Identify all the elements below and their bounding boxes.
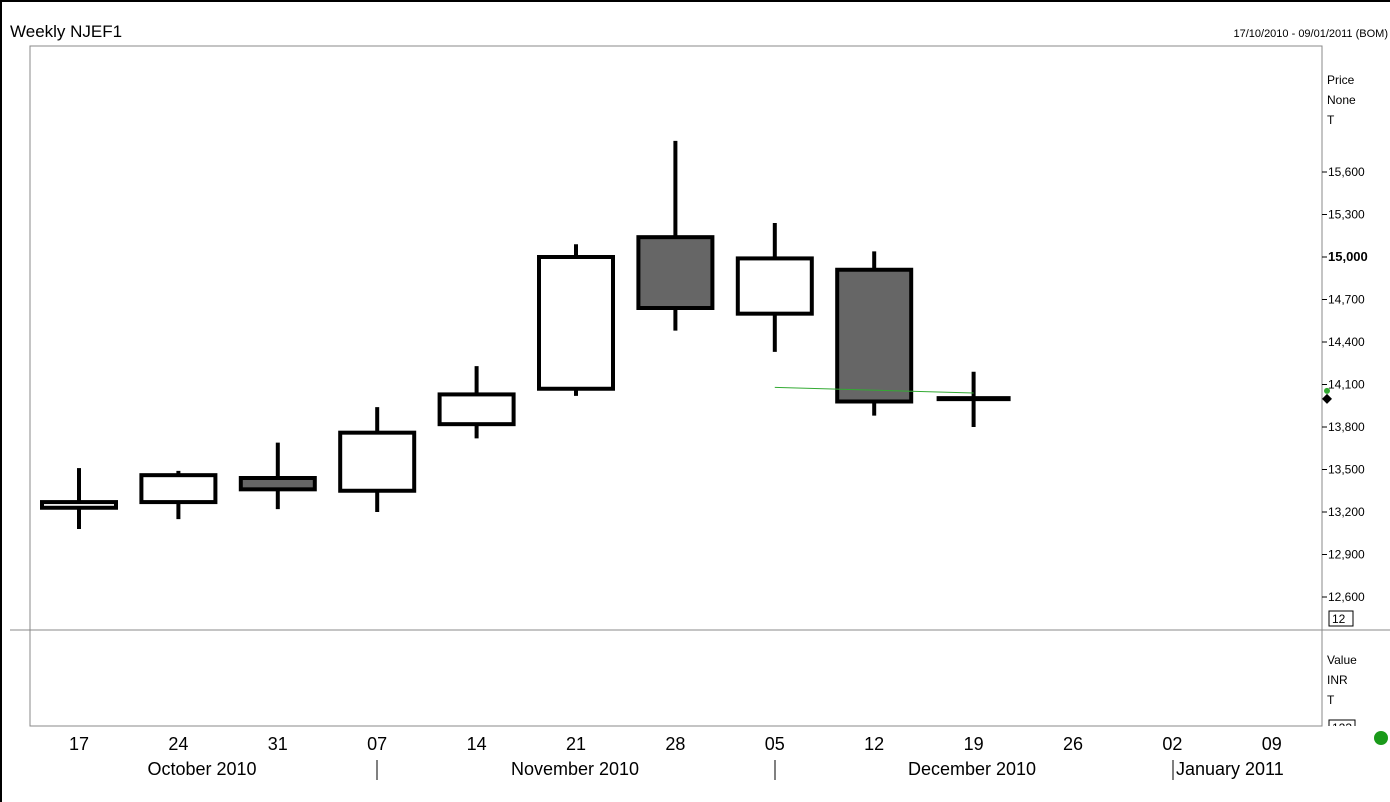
y-tick-label: 12,600 bbox=[1328, 590, 1365, 604]
y-tick-label: 13,500 bbox=[1328, 463, 1365, 477]
y-tick-label: 15,300 bbox=[1328, 208, 1365, 222]
y-tick-label: 14,400 bbox=[1328, 335, 1365, 349]
candle bbox=[139, 470, 218, 520]
x-tick-label: 05 bbox=[765, 734, 785, 754]
month-label: October 2010 bbox=[147, 759, 256, 779]
candle-body bbox=[636, 235, 715, 311]
candle bbox=[537, 244, 615, 396]
x-tick-label: 31 bbox=[268, 734, 288, 754]
y-tick-label: 15,600 bbox=[1328, 165, 1365, 179]
x-tick-label: 07 bbox=[367, 734, 387, 754]
x-tick-label: 14 bbox=[467, 734, 487, 754]
price-value-box bbox=[1328, 610, 1354, 627]
y-tick-label: 13,800 bbox=[1328, 420, 1365, 434]
candle bbox=[636, 140, 715, 331]
x-tick-label: 26 bbox=[1063, 734, 1083, 754]
value-value-box-text: 123 bbox=[1332, 721, 1352, 735]
candle-body bbox=[735, 256, 814, 316]
x-tick-label: 21 bbox=[566, 734, 586, 754]
candle-body bbox=[40, 500, 118, 510]
candle-body bbox=[238, 476, 317, 492]
y-tick-label: 13,200 bbox=[1328, 505, 1365, 519]
candle-body bbox=[437, 392, 516, 427]
month-label: November 2010 bbox=[511, 759, 639, 779]
side-labels: Price None T 12 Value INR T 123 bbox=[1327, 73, 1388, 745]
value-value-box bbox=[1328, 719, 1356, 726]
price-panel-label: None bbox=[1327, 93, 1356, 107]
date-range: 17/10/2010 - 09/01/2011 (BOM) bbox=[1233, 28, 1388, 40]
price-value-box-text: 12 bbox=[1332, 612, 1346, 626]
indicator-line bbox=[774, 386, 974, 394]
candle bbox=[238, 442, 317, 510]
month-label: December 2010 bbox=[908, 759, 1036, 779]
status-dot bbox=[1374, 731, 1388, 745]
x-tick-label: 12 bbox=[864, 734, 884, 754]
y-tick-label: 14,700 bbox=[1328, 293, 1365, 307]
candle-body bbox=[338, 430, 417, 493]
y-tick-label: 12,900 bbox=[1328, 548, 1365, 562]
x-tick-label: 17 bbox=[69, 734, 89, 754]
price-axis: 12,600 12,900 13,200 13,500 13,800 14,100 14,4… bbox=[1322, 165, 1368, 604]
indicator-dot bbox=[1324, 387, 1330, 394]
x-tick-label: 24 bbox=[168, 734, 188, 754]
price-panel-label: Price bbox=[1327, 73, 1355, 87]
chart-panels bbox=[10, 45, 1390, 727]
candle bbox=[936, 371, 1011, 427]
candles bbox=[40, 140, 1011, 529]
candle bbox=[338, 407, 417, 512]
candle bbox=[437, 366, 516, 439]
indicator-layer bbox=[774, 386, 1332, 404]
value-panel-label: INR bbox=[1327, 673, 1348, 687]
candle-body bbox=[835, 267, 914, 404]
chart-title: Weekly NJEF1 bbox=[10, 22, 123, 41]
candle-body bbox=[139, 473, 218, 505]
last-value-marker bbox=[1322, 393, 1332, 404]
y-tick-label: 15,000 bbox=[1328, 249, 1368, 264]
value-panel-label: T bbox=[1327, 693, 1335, 707]
candle bbox=[735, 223, 814, 352]
x-tick-label: 09 bbox=[1262, 734, 1282, 754]
candle bbox=[835, 251, 914, 416]
month-label: January 2011 bbox=[1176, 759, 1284, 779]
date-axis: 17 24 31 07 14 21 28 05 12 19 26 02 09 October 2010 No… bbox=[69, 734, 1284, 780]
x-tick-label: 02 bbox=[1162, 734, 1182, 754]
x-tick-label: 28 bbox=[665, 734, 685, 754]
value-panel-label: Value bbox=[1327, 653, 1357, 667]
candle-body bbox=[537, 255, 615, 391]
y-tick-label: 14,100 bbox=[1328, 378, 1365, 392]
x-tick-label: 19 bbox=[964, 734, 984, 754]
price-panel-label: T bbox=[1327, 113, 1335, 127]
candle bbox=[40, 468, 118, 529]
